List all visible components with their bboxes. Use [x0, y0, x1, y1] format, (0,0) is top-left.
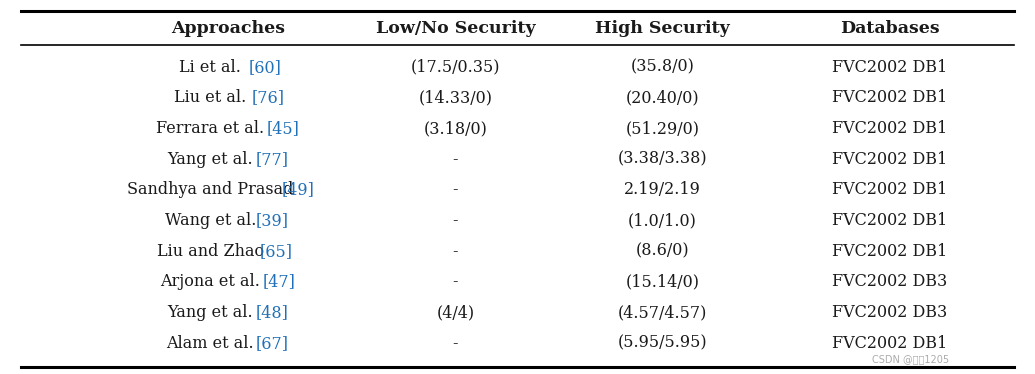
- Text: FVC2002 DB1: FVC2002 DB1: [832, 335, 948, 352]
- Text: FVC2002 DB3: FVC2002 DB3: [832, 304, 948, 321]
- Text: -: -: [452, 243, 459, 260]
- Text: -: -: [452, 151, 459, 168]
- Text: (35.8/0): (35.8/0): [630, 59, 694, 76]
- Text: Databases: Databases: [840, 19, 940, 37]
- Text: (14.33/0): (14.33/0): [418, 89, 493, 107]
- Text: [76]: [76]: [252, 89, 285, 107]
- Text: (1.0/1.0): (1.0/1.0): [628, 212, 697, 229]
- Text: FVC2002 DB1: FVC2002 DB1: [832, 151, 948, 168]
- Text: Arjona et al.: Arjona et al.: [160, 273, 265, 291]
- Text: Yang et al.: Yang et al.: [168, 304, 259, 321]
- Text: -: -: [452, 212, 459, 229]
- Text: FVC2002 DB1: FVC2002 DB1: [832, 89, 948, 107]
- Text: [60]: [60]: [248, 59, 282, 76]
- Text: Yang et al.: Yang et al.: [168, 151, 259, 168]
- Text: FVC2002 DB1: FVC2002 DB1: [832, 243, 948, 260]
- Text: FVC2002 DB1: FVC2002 DB1: [832, 59, 948, 76]
- Text: [49]: [49]: [282, 181, 315, 199]
- Text: (8.6/0): (8.6/0): [635, 243, 689, 260]
- Text: [45]: [45]: [267, 120, 299, 137]
- Text: Liu and Zhao: Liu and Zhao: [157, 243, 269, 260]
- Text: FVC2002 DB1: FVC2002 DB1: [832, 120, 948, 137]
- Text: Low/No Security: Low/No Security: [376, 19, 535, 37]
- Text: (15.14/0): (15.14/0): [625, 273, 700, 291]
- Text: [65]: [65]: [259, 243, 292, 260]
- Text: (3.18/0): (3.18/0): [423, 120, 487, 137]
- Text: Ferrara et al.: Ferrara et al.: [156, 120, 269, 137]
- Text: -: -: [452, 273, 459, 291]
- Text: [77]: [77]: [256, 151, 289, 168]
- Text: (20.40/0): (20.40/0): [625, 89, 700, 107]
- Text: Li et al.: Li et al.: [179, 59, 246, 76]
- Text: Liu et al.: Liu et al.: [174, 89, 252, 107]
- Text: Alam et al.: Alam et al.: [167, 335, 260, 352]
- Text: -: -: [452, 335, 459, 352]
- Text: [67]: [67]: [256, 335, 289, 352]
- Text: (17.5/0.35): (17.5/0.35): [411, 59, 500, 76]
- Text: FVC2002 DB3: FVC2002 DB3: [832, 273, 948, 291]
- Text: Wang et al.: Wang et al.: [165, 212, 261, 229]
- Text: [39]: [39]: [256, 212, 289, 229]
- Text: Sandhya and Prasad: Sandhya and Prasad: [127, 181, 299, 199]
- Text: (4/4): (4/4): [437, 304, 474, 321]
- Text: CSDN @白兤1205: CSDN @白兤1205: [873, 354, 949, 364]
- Text: Approaches: Approaches: [171, 19, 285, 37]
- Text: (4.57/4.57): (4.57/4.57): [618, 304, 707, 321]
- Text: (3.38/3.38): (3.38/3.38): [618, 151, 707, 168]
- Text: 2.19/2.19: 2.19/2.19: [624, 181, 701, 199]
- Text: FVC2002 DB1: FVC2002 DB1: [832, 212, 948, 229]
- Text: -: -: [452, 181, 459, 199]
- Text: [48]: [48]: [256, 304, 289, 321]
- Text: FVC2002 DB1: FVC2002 DB1: [832, 181, 948, 199]
- Text: [47]: [47]: [263, 273, 296, 291]
- Text: (51.29/0): (51.29/0): [625, 120, 700, 137]
- Text: High Security: High Security: [595, 19, 730, 37]
- Text: (5.95/5.95): (5.95/5.95): [618, 335, 707, 352]
